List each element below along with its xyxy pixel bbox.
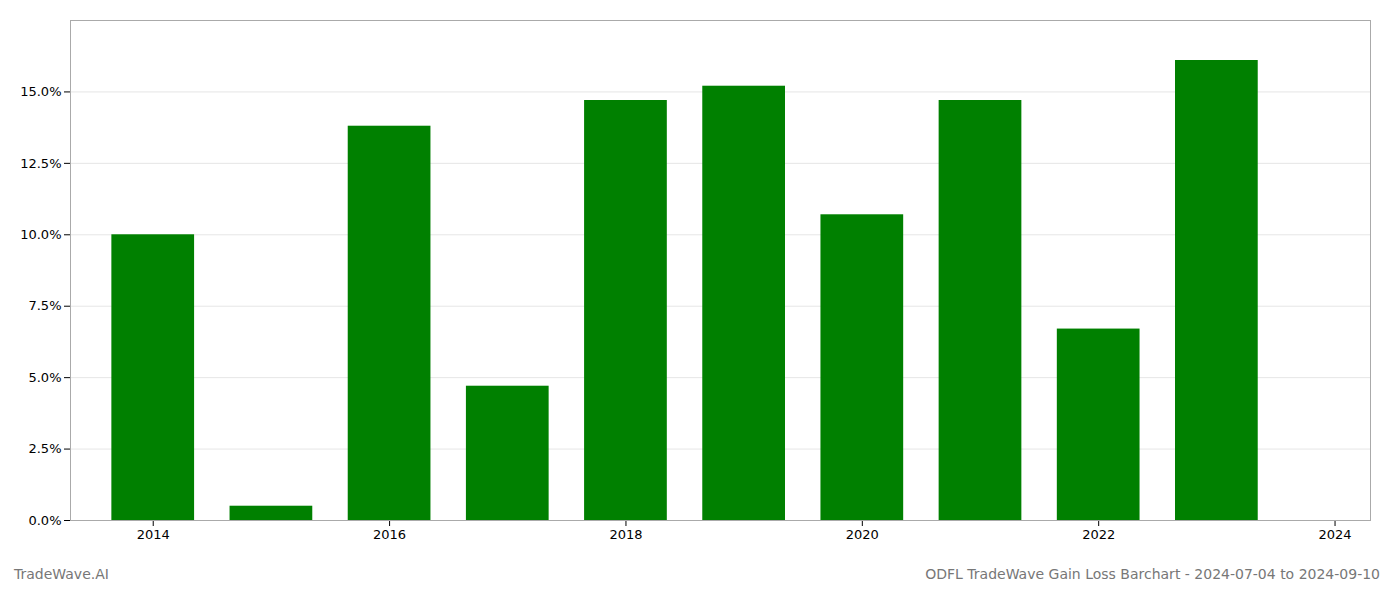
svg-text:2016: 2016 bbox=[373, 527, 406, 542]
svg-text:7.5%: 7.5% bbox=[28, 298, 61, 313]
svg-text:2.5%: 2.5% bbox=[28, 441, 61, 456]
svg-text:0.0%: 0.0% bbox=[28, 513, 61, 528]
html-text:ODFL TradeWave Gain Loss Barch: ODFL TradeWave Gain Loss Barchart - 2024… bbox=[925, 566, 1380, 582]
svg-text:2024: 2024 bbox=[1318, 527, 1351, 542]
svg-text:2022: 2022 bbox=[1082, 527, 1115, 542]
svg-text:2020: 2020 bbox=[846, 527, 879, 542]
svg-text:2018: 2018 bbox=[609, 527, 642, 542]
svg-text:2014: 2014 bbox=[137, 527, 170, 542]
html-text:TradeWave.AI: TradeWave.AI bbox=[14, 566, 109, 582]
svg-text:10.0%: 10.0% bbox=[20, 227, 61, 242]
svg-text:5.0%: 5.0% bbox=[28, 370, 61, 385]
svg-text:15.0%: 15.0% bbox=[20, 84, 61, 99]
svg-text:12.5%: 12.5% bbox=[20, 156, 61, 171]
